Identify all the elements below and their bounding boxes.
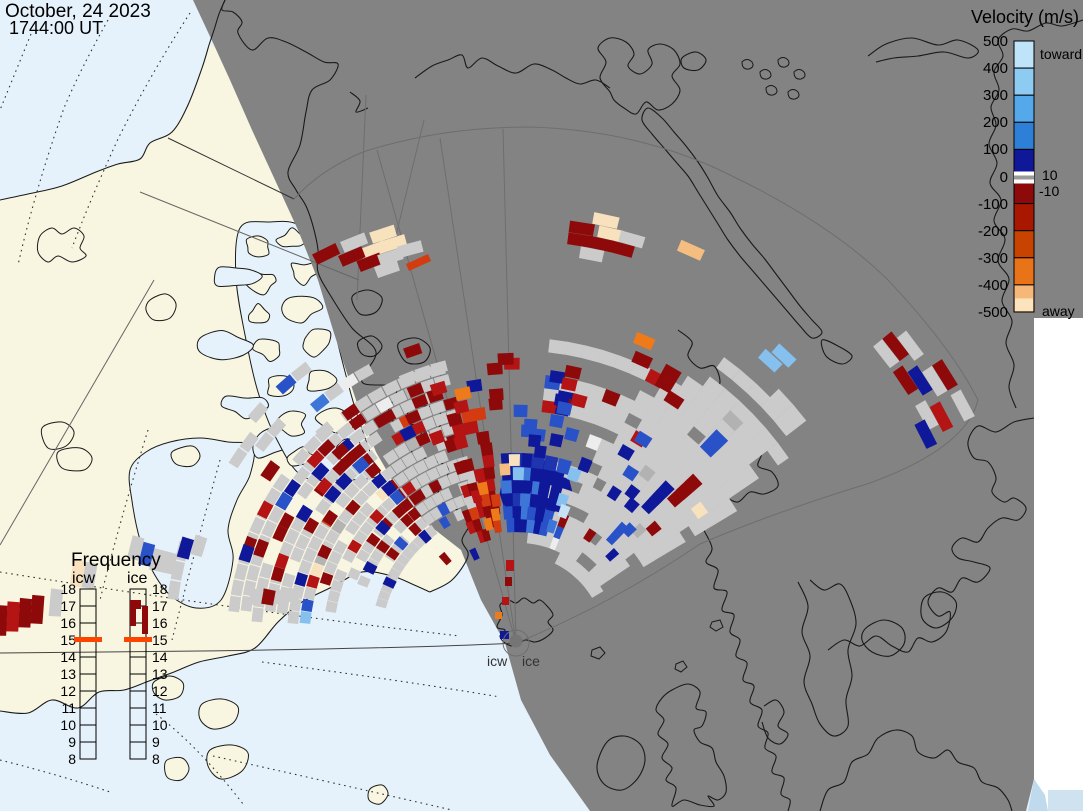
svg-text:15: 15 (60, 632, 76, 648)
svg-text:17: 17 (60, 598, 76, 614)
svg-text:200: 200 (983, 114, 1008, 131)
svg-text:-100: -100 (978, 196, 1008, 213)
svg-text:11: 11 (152, 700, 167, 716)
svg-text:13: 13 (60, 666, 76, 682)
svg-text:-500: -500 (978, 304, 1008, 321)
svg-text:8: 8 (152, 751, 160, 767)
svg-text:15: 15 (152, 632, 168, 648)
svg-text:300: 300 (983, 87, 1008, 104)
svg-text:-200: -200 (978, 223, 1008, 240)
svg-text:-10: -10 (1039, 183, 1059, 199)
svg-text:16: 16 (60, 615, 76, 631)
svg-text:toward: toward (1040, 46, 1082, 62)
svg-text:8: 8 (68, 751, 76, 767)
svg-text:Frequency: Frequency (71, 550, 161, 571)
svg-text:14: 14 (152, 649, 168, 665)
svg-text:Velocity (m/s): Velocity (m/s) (971, 7, 1079, 27)
svg-text:18: 18 (152, 581, 168, 597)
svg-text:9: 9 (68, 734, 76, 750)
svg-text:October, 24 2023: October, 24 2023 (5, 1, 151, 22)
svg-text:12: 12 (152, 683, 168, 699)
svg-text:0: 0 (1000, 169, 1008, 186)
svg-text:400: 400 (983, 60, 1008, 77)
svg-text:9: 9 (152, 734, 160, 750)
svg-text:1744:00 UT: 1744:00 UT (9, 18, 103, 38)
svg-text:away: away (1042, 303, 1075, 319)
svg-text:500: 500 (983, 33, 1008, 50)
svg-text:14: 14 (60, 649, 76, 665)
svg-text:12: 12 (60, 683, 76, 699)
svg-text:10: 10 (60, 717, 76, 733)
svg-text:-300: -300 (978, 250, 1008, 267)
svg-text:11: 11 (61, 700, 76, 716)
svg-text:17: 17 (152, 598, 168, 614)
svg-text:ice: ice (522, 653, 540, 669)
svg-text:ice: ice (127, 570, 148, 587)
svg-text:18: 18 (60, 581, 76, 597)
svg-text:100: 100 (983, 141, 1008, 158)
svg-text:10: 10 (1042, 167, 1058, 183)
svg-text:10: 10 (152, 717, 168, 733)
svg-text:13: 13 (152, 666, 168, 682)
svg-text:icw: icw (487, 653, 508, 669)
svg-text:-400: -400 (978, 277, 1008, 294)
svg-text:icw: icw (72, 570, 96, 587)
svg-text:16: 16 (152, 615, 168, 631)
